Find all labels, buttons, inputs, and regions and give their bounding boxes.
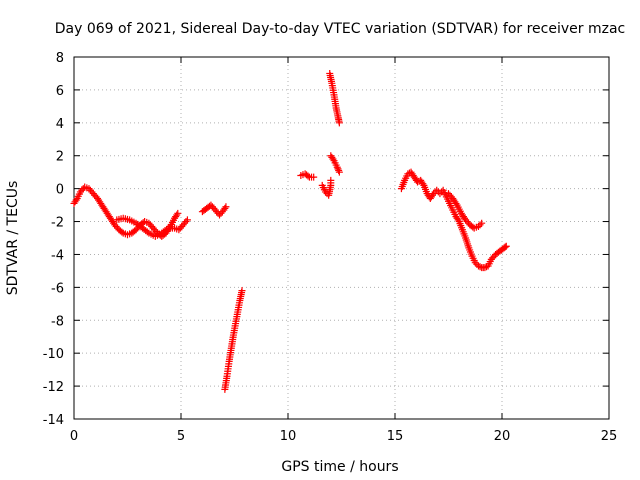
y-tick-label: 0 <box>56 183 64 198</box>
data-point-arc-8 <box>334 165 342 173</box>
data-point-arc-2 <box>143 228 151 236</box>
data-point-arc-8 <box>333 163 341 171</box>
data-point-arc-3 <box>221 204 229 212</box>
data-point-arc-10 <box>452 199 460 207</box>
data-markers <box>70 69 510 393</box>
data-point-arc-2 <box>183 216 191 224</box>
data-point-arc-1 <box>118 228 126 236</box>
data-point-arc-9 <box>471 259 479 267</box>
data-point-arc-9 <box>501 243 509 251</box>
y-tick-label: -14 <box>43 413 64 428</box>
x-axis-title: GPS time / hours <box>281 459 398 475</box>
data-point-arc-1 <box>174 209 182 217</box>
y-tick-label: -12 <box>43 380 64 395</box>
data-point-arc-9 <box>436 190 444 198</box>
data-point-arc-10 <box>474 222 482 230</box>
data-point-arc-6 <box>327 176 335 184</box>
data-point-arc-8 <box>329 155 337 163</box>
data-point-arc-10 <box>476 221 484 229</box>
x-tick-label: 10 <box>280 429 297 444</box>
grid-lines <box>74 57 609 419</box>
data-point-arc-8 <box>335 167 343 175</box>
data-point-arc-10 <box>478 219 486 227</box>
data-point-arc-2 <box>182 218 190 226</box>
data-point-arc-9 <box>454 216 462 224</box>
data-point-arc-9 <box>419 180 427 188</box>
x-tick-label: 0 <box>70 429 78 444</box>
plot-frame <box>73 56 610 420</box>
data-point-arc-2 <box>163 225 171 233</box>
chart-title: Day 069 of 2021, Sidereal Day-to-day VTE… <box>55 21 625 37</box>
data-point-arc-9 <box>481 264 489 272</box>
y-tick-label: -2 <box>51 216 64 231</box>
data-point-arc-9 <box>474 262 482 270</box>
x-tick-label: 15 <box>387 429 404 444</box>
y-tick-label: 6 <box>56 84 64 99</box>
data-point-arc-3 <box>222 203 230 211</box>
data-point-arc-9 <box>476 263 484 271</box>
y-tick-label: -4 <box>51 248 64 263</box>
data-point-arc-4 <box>238 287 246 295</box>
data-point-arc-7 <box>335 119 343 127</box>
y-tick-label: -10 <box>43 347 64 362</box>
data-point-arc-9 <box>433 186 441 194</box>
x-tick-label: 25 <box>601 429 618 444</box>
y-tick-label: 2 <box>56 150 64 165</box>
y-tick-label: 4 <box>56 117 64 132</box>
data-point-arc-9 <box>430 190 438 198</box>
y-tick-label: -8 <box>51 314 64 329</box>
data-point-arc-1 <box>72 196 80 204</box>
data-point-arc-9 <box>502 242 510 250</box>
x-tick-label: 5 <box>177 429 185 444</box>
data-point-arc-6 <box>321 188 329 196</box>
y-tick-label: 8 <box>56 51 64 66</box>
data-point-arc-5 <box>310 173 318 181</box>
data-point-arc-1 <box>173 211 181 219</box>
data-point-arc-8 <box>335 168 343 176</box>
axis-ticks: 0 5 10 15 20 25 -14 -12 -10 -8 -6 -4 -2 0 2 4 6 8 <box>43 51 618 444</box>
x-tick-label: 20 <box>494 429 511 444</box>
y-tick-label: -6 <box>51 281 64 296</box>
y-axis-title: SDTVAR / TECUs <box>5 181 21 296</box>
data-point-arc-5 <box>304 172 312 180</box>
